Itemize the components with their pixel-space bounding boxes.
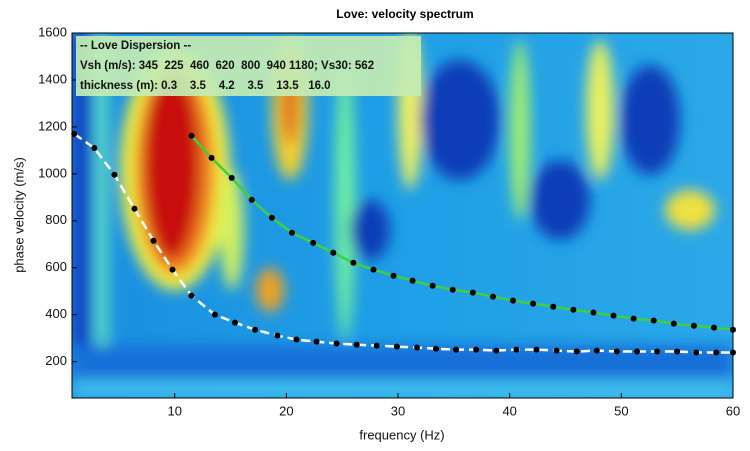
y-tick-label: 1000	[38, 165, 67, 180]
dispersion-point	[211, 311, 218, 318]
dispersion-point	[232, 319, 239, 326]
dispersion-point	[188, 292, 195, 299]
dispersion-point	[131, 205, 138, 212]
y-tick-label: 600	[45, 259, 67, 274]
y-axis-label: phase velocity (m/s)	[11, 157, 26, 273]
dispersion-curve	[73, 132, 733, 354]
dispersion-point	[333, 340, 340, 347]
dispersion-point	[730, 326, 736, 333]
dispersion-point	[510, 297, 517, 304]
dispersion-point	[573, 348, 580, 355]
annotation: -- Love Dispersion --	[80, 40, 191, 52]
x-tick-label: 40	[502, 403, 516, 418]
dispersion-point	[393, 343, 400, 350]
dispersion-point	[409, 277, 416, 284]
dispersion-point	[693, 349, 700, 356]
dispersion-point	[613, 348, 620, 355]
dispersion-point	[650, 317, 657, 324]
dispersion-point	[570, 306, 577, 313]
dispersion-point	[610, 312, 617, 319]
dispersion-point	[711, 324, 718, 331]
dispersion-point	[208, 154, 215, 161]
dispersion-point	[414, 344, 421, 351]
dispersion-point	[530, 300, 537, 307]
dispersion-point	[373, 342, 380, 349]
chart-title: Love: velocity spectrum	[336, 7, 473, 21]
dispersion-point	[274, 332, 281, 339]
dispersion-point	[330, 249, 337, 256]
dispersion-point	[674, 348, 681, 355]
dispersion-point	[533, 346, 540, 353]
annotation-box	[76, 36, 421, 96]
y-tick-label: 800	[45, 212, 67, 227]
x-tick-label: 10	[167, 403, 181, 418]
dispersion-point	[670, 320, 677, 327]
dispersion-point	[91, 145, 98, 152]
dispersion-point	[353, 341, 360, 348]
dispersion-point	[590, 309, 597, 316]
dispersion-point	[553, 347, 560, 354]
dispersion-point	[252, 326, 259, 333]
y-tick-label: 1200	[38, 118, 67, 133]
y-tick-label: 1600	[38, 24, 67, 39]
plot-frame	[71, 32, 734, 399]
x-tick-label: 20	[279, 403, 293, 418]
dispersion-point	[473, 346, 480, 353]
dispersion-point	[188, 132, 195, 139]
dispersion-point	[690, 322, 697, 329]
y-tick-label: 1400	[38, 71, 67, 86]
dispersion-point	[730, 349, 736, 356]
dispersion-point	[150, 237, 157, 244]
dispersion-point	[432, 345, 439, 352]
dispersion-point	[350, 259, 357, 266]
dispersion-point	[71, 130, 78, 137]
y-tick-label: 200	[45, 353, 67, 368]
x-tick-label: 60	[726, 403, 740, 418]
annotation: thickness (m): 0.3 3.5 4.2 3.5 13.5 16.0	[80, 80, 331, 92]
dispersion-point	[248, 196, 255, 203]
dispersion-point	[228, 174, 235, 181]
dispersion-point	[550, 303, 557, 310]
dispersion-point	[310, 239, 317, 246]
dispersion-curve	[190, 134, 734, 331]
dispersion-point	[469, 289, 476, 296]
dispersion-point	[593, 347, 600, 354]
dispersion-point	[449, 286, 456, 293]
y-tick-label: 400	[45, 306, 67, 321]
annotation: Vsh (m/s): 345 225 460 620 800 940 1180;…	[80, 60, 374, 72]
x-tick-label: 30	[391, 403, 405, 418]
dispersion-point	[633, 348, 640, 355]
dispersion-point	[429, 282, 436, 289]
dispersion-point	[293, 336, 300, 343]
plot-layer	[71, 32, 736, 398]
x-tick-label: 50	[614, 403, 628, 418]
dispersion-point	[713, 349, 720, 356]
dispersion-point	[453, 346, 460, 353]
x-axis-label: frequency (Hz)	[359, 427, 444, 442]
dispersion-point	[630, 315, 637, 322]
dispersion-point	[268, 214, 275, 221]
dispersion-point	[288, 229, 295, 236]
dispersion-point	[654, 348, 661, 355]
dispersion-point	[111, 171, 118, 178]
dispersion-point	[313, 338, 320, 345]
dispersion-point	[489, 293, 496, 300]
dispersion-point	[493, 347, 500, 354]
dispersion-point	[169, 266, 176, 273]
dispersion-point	[370, 266, 377, 273]
dispersion-point	[513, 346, 520, 353]
dispersion-point	[390, 272, 397, 279]
